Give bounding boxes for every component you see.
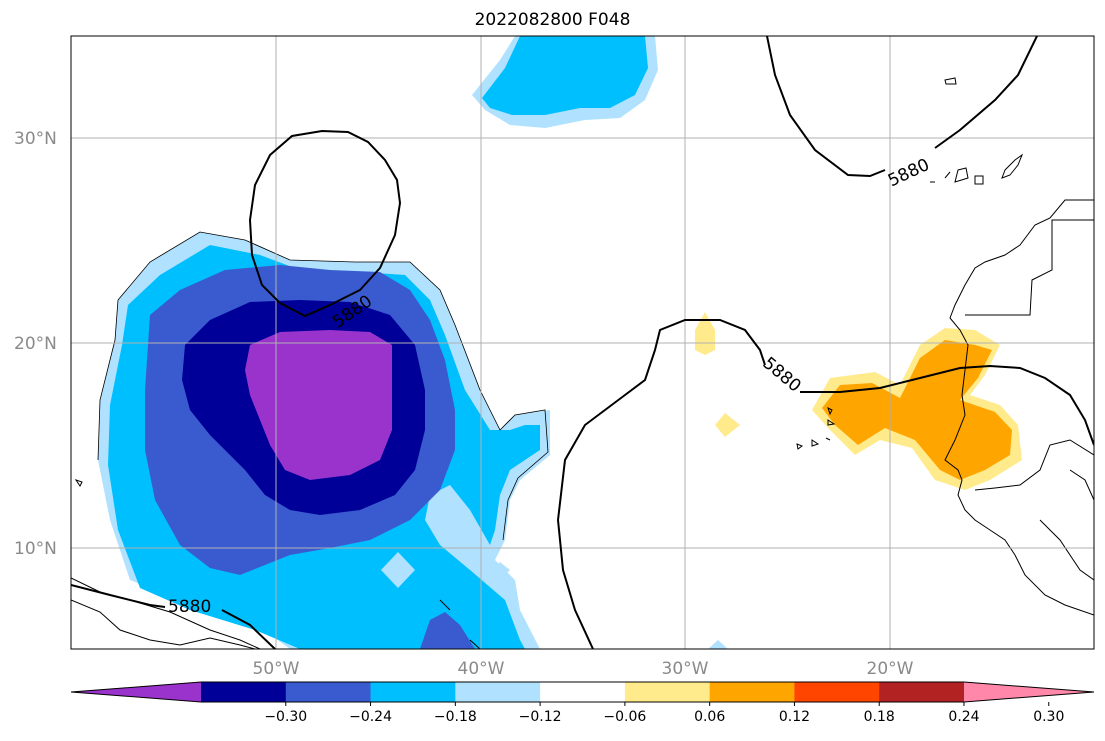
colorbar-tick-label: −0.24 xyxy=(349,709,392,725)
colorbar-swatch xyxy=(879,682,965,702)
longitude-label: 30°W xyxy=(662,659,709,679)
contour-5880-central xyxy=(556,319,766,649)
contour-5880-southwest xyxy=(71,584,276,649)
latitude-label: 20°N xyxy=(14,334,57,354)
coastlines xyxy=(71,77,1094,649)
map-title: 2022082800 F048 xyxy=(474,10,631,30)
colorbar-tick-label: −0.06 xyxy=(603,709,646,725)
colorbar-tick-label: 0.24 xyxy=(948,709,979,725)
contour-5880-west-closed xyxy=(248,129,402,318)
colorbar-swatch xyxy=(540,682,626,702)
colorbar-swatch xyxy=(455,682,541,702)
colorbar-tick-label: 0.12 xyxy=(779,709,810,725)
plot-frame xyxy=(70,35,1095,650)
positive-anomaly-spot xyxy=(715,413,740,437)
colorbar-tick-label: −0.12 xyxy=(519,709,562,725)
colorbar-outline xyxy=(70,681,1095,703)
colorbar-tick-label: 0.06 xyxy=(694,709,725,725)
negative-anomaly-spot xyxy=(381,552,415,588)
colorbar-tick-label: −0.18 xyxy=(434,709,477,725)
negative-anomaly-core xyxy=(245,330,392,480)
longitude-label: 20°W xyxy=(867,659,914,679)
colorbar-extend-high xyxy=(964,682,1094,702)
graticule xyxy=(71,36,1094,649)
colorbar-swatch xyxy=(370,682,456,702)
colorbar-tick-label: −0.30 xyxy=(264,709,307,725)
colorbar-tick-label: 0.30 xyxy=(1033,709,1064,725)
longitude-label: 50°W xyxy=(253,659,300,679)
contour-label: 5880 xyxy=(168,597,211,617)
latitude-label: 30°N xyxy=(14,129,57,149)
contour-5880-north xyxy=(766,36,1038,178)
colorbar-swatch xyxy=(709,682,795,702)
negative-anomaly-spot xyxy=(485,562,510,585)
colorbar-swatch xyxy=(624,682,711,702)
colorbar-extend-low xyxy=(71,682,201,702)
geopotential-contours xyxy=(71,36,1094,649)
colorbar-tick-label: 0.18 xyxy=(864,709,895,725)
contour-label: 5880 xyxy=(759,353,805,396)
latitude-label: 10°N xyxy=(14,539,57,559)
longitude-label: 40°W xyxy=(458,659,505,679)
negative-anomaly-north-inner xyxy=(482,36,648,115)
colorbar: −0.30 −0.24 −0.18 −0.12 −0.06 0.06 0.12 0.18 0.2… xyxy=(70,681,1095,725)
contour-5880-east xyxy=(800,364,1094,446)
colorbar-swatch xyxy=(285,682,372,702)
contour-label: 5880 xyxy=(885,155,933,191)
colorbar-swatch xyxy=(794,682,880,702)
colorbar-swatch xyxy=(201,682,287,702)
negative-anomaly-south xyxy=(420,612,475,649)
positive-anomaly-spot xyxy=(695,312,715,355)
negative-anomaly-spot xyxy=(708,640,728,649)
